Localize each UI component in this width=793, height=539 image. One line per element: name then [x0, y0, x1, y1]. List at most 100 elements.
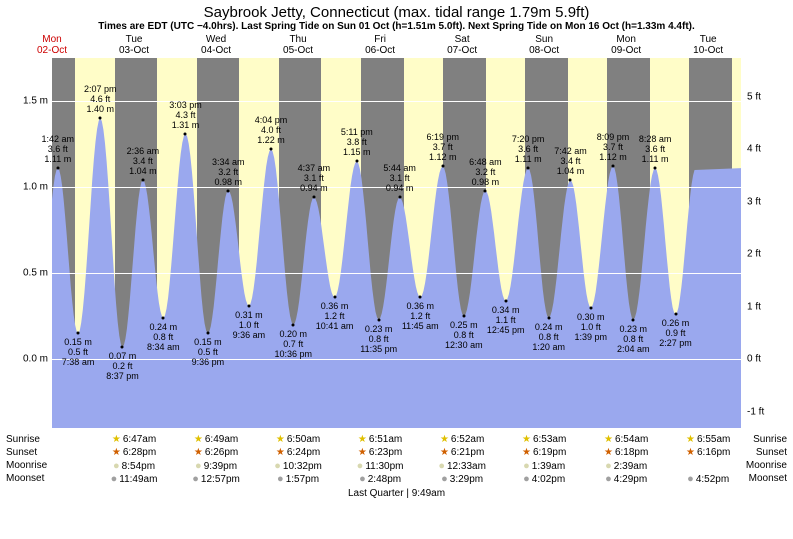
tide-point — [312, 196, 315, 199]
date-axis: Mon02-OctTue03-OctWed04-OctThu05-OctFri0… — [0, 34, 793, 58]
footer-row: MoonsetMoonset11:49am12:57pm1:57pm2:48pm… — [0, 473, 793, 486]
low-tide-label: 0.34 m1.1 ft12:45 pm — [487, 305, 525, 335]
footer-cell: 4:02pm — [523, 473, 565, 485]
high-tide-label: 6:48 am3.2 ft0.98 m — [469, 157, 502, 187]
low-tide-label: 0.15 m0.5 ft7:38 am — [62, 337, 95, 367]
tide-point — [632, 318, 635, 321]
footer-row-label: Moonrise — [6, 460, 47, 471]
tide-point — [612, 165, 615, 168]
tide-point — [377, 318, 380, 321]
y-tick-right: 3 ft — [747, 196, 761, 207]
y-tick-left: 0.0 m — [8, 354, 48, 365]
tide-point — [77, 332, 80, 335]
footer-cell: 3:29pm — [441, 473, 483, 485]
footer-row-label: Moonrise — [746, 460, 787, 471]
high-tide-label: 8:09 pm3.7 ft1.12 m — [597, 132, 630, 162]
footer-cell: 4:29pm — [605, 473, 647, 485]
date-label: Mon02-Oct — [32, 34, 72, 56]
low-tide-label: 0.36 m1.2 ft11:45 am — [402, 301, 439, 331]
footer-cell: 6:55am — [686, 434, 730, 445]
footer-cell: 11:30pm — [357, 460, 404, 472]
tide-point — [247, 304, 250, 307]
tide-point — [527, 167, 530, 170]
tide-point — [269, 148, 272, 151]
footer-cell: 11:49am — [111, 473, 158, 485]
footer-cell: 6:53am — [522, 434, 566, 445]
low-tide-label: 0.24 m0.8 ft8:34 am — [147, 322, 180, 352]
high-tide-label: 7:42 am3.4 ft1.04 m — [554, 146, 587, 176]
footer-cell: 6:26pm — [194, 447, 238, 458]
tide-chart: 0.0 m 0.5 m 1.0 m 1.5 m -1 ft 0 ft 1 ft 2 ft 3 … — [0, 58, 793, 428]
high-tide-label: 3:34 am3.2 ft0.98 m — [212, 157, 245, 187]
tide-point — [547, 316, 550, 319]
chart-subtitle: Times are EDT (UTC −4.0hrs). Last Spring… — [0, 21, 793, 34]
high-tide-label: 2:07 pm4.6 ft1.40 m — [84, 84, 117, 114]
date-label: Sat07-Oct — [442, 34, 482, 56]
footer-cell: 6:54am — [604, 434, 648, 445]
footer-cell: 6:51am — [358, 434, 402, 445]
footer-cell: 12:33am — [438, 460, 486, 472]
date-label: Mon09-Oct — [606, 34, 646, 56]
tide-point — [99, 117, 102, 120]
gridline — [52, 273, 741, 274]
footer-cell: 6:24pm — [276, 447, 320, 458]
high-tide-label: 2:36 am3.4 ft1.04 m — [127, 146, 160, 176]
chart-title: Saybrook Jetty, Connecticut (max. tidal … — [0, 0, 793, 21]
footer-row: SunriseSunrise6:47am6:49am6:50am6:51am6:… — [0, 434, 793, 447]
low-tide-label: 0.30 m1.0 ft1:39 pm — [575, 312, 608, 342]
footer-cell: 10:32pm — [274, 460, 322, 472]
footer-row: SunsetSunset6:28pm6:26pm6:24pm6:23pm6:21… — [0, 447, 793, 460]
y-tick-right: 0 ft — [747, 354, 761, 365]
tide-point — [462, 315, 465, 318]
footer-cell: 6:21pm — [440, 447, 484, 458]
high-tide-label: 5:11 pm3.8 ft1.15 m — [341, 127, 373, 157]
footer-cell: 6:16pm — [686, 447, 730, 458]
y-tick-right: 1 ft — [747, 301, 761, 312]
tide-point — [674, 313, 677, 316]
y-tick-right: 5 ft — [747, 91, 761, 102]
tide-point — [419, 296, 422, 299]
y-tick-right: -1 ft — [747, 406, 764, 417]
tide-point — [441, 165, 444, 168]
tide-point — [654, 167, 657, 170]
footer-cell: 6:19pm — [522, 447, 566, 458]
tide-point — [292, 323, 295, 326]
tide-point — [333, 296, 336, 299]
footer-cell: 1:57pm — [277, 473, 319, 485]
tide-point — [206, 332, 209, 335]
y-tick-left: 1.5 m — [8, 96, 48, 107]
footer-row-label: Sunset — [756, 447, 787, 458]
y-tick-left: 1.0 m — [8, 182, 48, 193]
low-tide-label: 0.25 m0.8 ft12:30 am — [445, 320, 483, 350]
footer-cell: 12:57pm — [192, 473, 240, 485]
footer-row-label: Sunrise — [753, 434, 787, 445]
low-tide-label: 0.23 m0.8 ft2:04 am — [617, 324, 650, 354]
date-label: Tue03-Oct — [114, 34, 154, 56]
footer-cell: 6:28pm — [112, 447, 156, 458]
footer-cell: 6:18pm — [604, 447, 648, 458]
y-tick-right: 4 ft — [747, 144, 761, 155]
footer-row-label: Moonset — [749, 473, 787, 484]
date-label: Sun08-Oct — [524, 34, 564, 56]
high-tide-label: 1:42 am3.6 ft1.11 m — [42, 134, 75, 164]
high-tide-label: 7:20 pm3.6 ft1.11 m — [512, 134, 545, 164]
footer-cell: 6:47am — [112, 434, 156, 445]
footer-cell: 9:39pm — [195, 460, 237, 472]
y-tick-left: 0.5 m — [8, 268, 48, 279]
low-tide-label: 0.26 m0.9 ft2:27 pm — [659, 318, 692, 348]
high-tide-label: 3:03 pm4.3 ft1.31 m — [169, 100, 202, 130]
gridline — [52, 359, 741, 360]
tide-point — [121, 346, 124, 349]
tide-point — [504, 299, 507, 302]
footer-row-label: Sunset — [6, 447, 37, 458]
date-label: Thu05-Oct — [278, 34, 318, 56]
footer-row: MoonriseMoonrise8:54pm9:39pm10:32pm11:30… — [0, 460, 793, 473]
tide-point — [355, 160, 358, 163]
low-tide-label: 0.15 m0.5 ft9:36 pm — [192, 337, 225, 367]
low-tide-label: 0.23 m0.8 ft11:35 pm — [360, 324, 397, 354]
high-tide-label: 5:44 am3.1 ft0.94 m — [383, 163, 416, 193]
footer-cell: 6:49am — [194, 434, 238, 445]
high-tide-label: 4:37 am3.1 ft0.94 m — [298, 163, 331, 193]
moon-phase-note: Last Quarter | 9:49am — [0, 486, 793, 499]
y-tick-right: 2 ft — [747, 249, 761, 260]
